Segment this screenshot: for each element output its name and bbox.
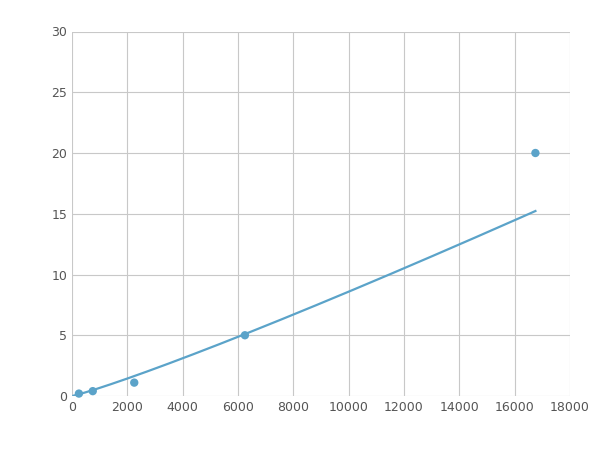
Point [530,149,540,157]
Point [74,390,84,397]
Point [240,332,250,339]
Point [88,387,98,395]
Point [130,379,139,386]
